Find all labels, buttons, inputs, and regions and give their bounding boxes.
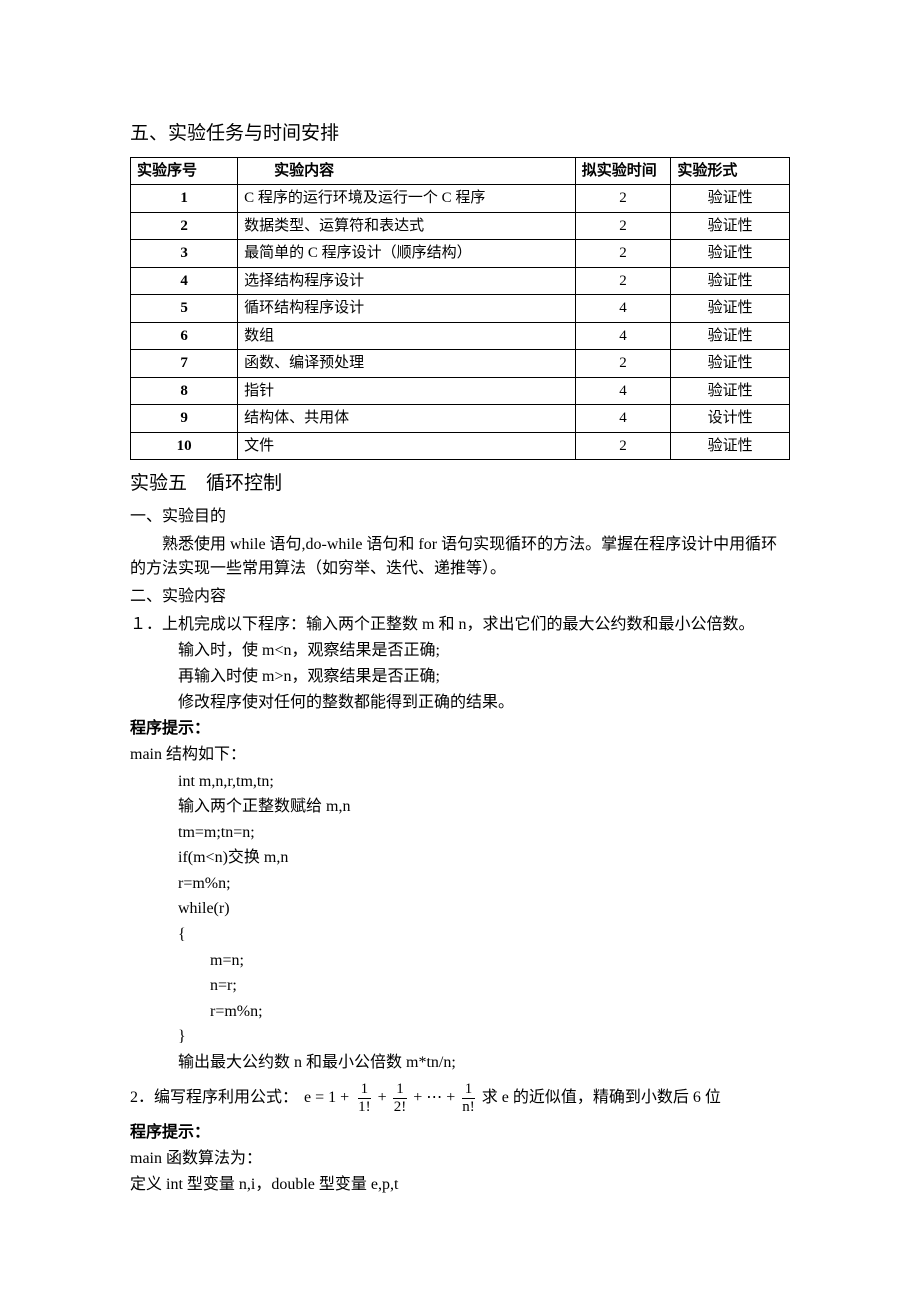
cell-form: 验证性 [671, 377, 790, 405]
cell-seq: 3 [131, 240, 238, 268]
cell-content: 指针 [238, 377, 576, 405]
main-algorithm-label: main 函数算法为： [130, 1147, 790, 1171]
program-hint-label-2: 程序提示： [130, 1121, 790, 1145]
cell-content: 选择结构程序设计 [238, 267, 576, 295]
cell-time: 2 [575, 350, 671, 378]
table-row: 10文件2验证性 [131, 432, 790, 460]
question-1-line-1: １．上机完成以下程序：输入两个正整数 m 和 n，求出它们的最大公约数和最小公倍… [130, 613, 790, 637]
question-2: 2．编写程序利用公式： e = 1 + 11! + 12! + ⋯ + 1n! … [130, 1082, 790, 1115]
cell-time: 4 [575, 295, 671, 323]
code-line: while(r) [178, 896, 790, 922]
code-line: { [178, 922, 790, 948]
code-line: r=m%n; [178, 871, 790, 897]
cell-form: 验证性 [671, 350, 790, 378]
question-2-prefix: 2．编写程序利用公式： [130, 1086, 298, 1110]
cell-content: 循环结构程序设计 [238, 295, 576, 323]
code-line: tm=m;tn=n; [178, 820, 790, 846]
code-block: int m,n,r,tm,tn; 输入两个正整数赋给 m,n tm=m;tn=n… [178, 769, 790, 1076]
cell-seq: 1 [131, 185, 238, 213]
col-header-time: 拟实验时间 [575, 157, 671, 185]
cell-content: 数组 [238, 322, 576, 350]
cell-seq: 8 [131, 377, 238, 405]
cell-form: 验证性 [671, 212, 790, 240]
code-line: int m,n,r,tm,tn; [178, 769, 790, 795]
cell-content: 最简单的 C 程序设计（顺序结构） [238, 240, 576, 268]
cell-form: 验证性 [671, 295, 790, 323]
table-row: 9结构体、共用体4设计性 [131, 405, 790, 433]
question-1-line-3: 再输入时使 m>n，观察结果是否正确; [178, 665, 790, 689]
cell-form: 验证性 [671, 267, 790, 295]
cell-content: 结构体、共用体 [238, 405, 576, 433]
col-header-content: 实验内容 [238, 157, 576, 185]
experiment-table: 实验序号 实验内容 拟实验时间 实验形式 1C 程序的运行环境及运行一个 C 程… [130, 157, 790, 461]
table-row: 4选择结构程序设计2验证性 [131, 267, 790, 295]
cell-time: 4 [575, 377, 671, 405]
question-2-suffix: 求 e 的近似值，精确到小数后 6 位 [482, 1086, 721, 1110]
table-row: 8指针4验证性 [131, 377, 790, 405]
purpose-heading: 一、实验目的 [130, 505, 790, 529]
cell-form: 验证性 [671, 432, 790, 460]
cell-time: 2 [575, 212, 671, 240]
cell-time: 4 [575, 322, 671, 350]
table-header-row: 实验序号 实验内容 拟实验时间 实验形式 [131, 157, 790, 185]
cell-content: 函数、编译预处理 [238, 350, 576, 378]
cell-seq: 5 [131, 295, 238, 323]
cell-seq: 2 [131, 212, 238, 240]
fraction: 11! [355, 1082, 374, 1115]
program-hint-label: 程序提示： [130, 717, 790, 741]
code-line: n=r; [210, 973, 790, 999]
code-line: m=n; [210, 948, 790, 974]
cell-seq: 7 [131, 350, 238, 378]
table-row: 1C 程序的运行环境及运行一个 C 程序2验证性 [131, 185, 790, 213]
cell-form: 验证性 [671, 185, 790, 213]
definition-line: 定义 int 型变量 n,i，double 型变量 e,p,t [130, 1173, 790, 1197]
col-header-form: 实验形式 [671, 157, 790, 185]
fraction: 12! [391, 1082, 410, 1115]
section-heading: 五、实验任务与时间安排 [130, 120, 790, 149]
cell-seq: 4 [131, 267, 238, 295]
cell-seq: 6 [131, 322, 238, 350]
cell-content: C 程序的运行环境及运行一个 C 程序 [238, 185, 576, 213]
cell-content: 数据类型、运算符和表达式 [238, 212, 576, 240]
table-row: 5循环结构程序设计4验证性 [131, 295, 790, 323]
code-line: if(m<n)交换 m,n [178, 845, 790, 871]
cell-content: 文件 [238, 432, 576, 460]
table-row: 2数据类型、运算符和表达式2验证性 [131, 212, 790, 240]
main-structure-label: main main 结构如下：结构如下： [130, 743, 790, 767]
question-1-line-4: 修改程序使对任何的整数都能得到正确的结果。 [178, 691, 790, 715]
cell-seq: 9 [131, 405, 238, 433]
table-row: 7函数、编译预处理2验证性 [131, 350, 790, 378]
content-heading: 二、实验内容 [130, 585, 790, 609]
cell-time: 2 [575, 432, 671, 460]
code-line: } [178, 1024, 790, 1050]
code-line: r=m%n; [210, 999, 790, 1025]
cell-form: 验证性 [671, 240, 790, 268]
cell-time: 2 [575, 185, 671, 213]
table-row: 6数组4验证性 [131, 322, 790, 350]
code-line: 输入两个正整数赋给 m,n [178, 794, 790, 820]
cell-form: 验证性 [671, 322, 790, 350]
formula: e = 1 + 11! + 12! + ⋯ + 1n! [300, 1082, 480, 1115]
cell-form: 设计性 [671, 405, 790, 433]
fraction: 1n! [459, 1082, 478, 1115]
cell-time: 4 [575, 405, 671, 433]
experiment-title: 实验五 循环控制 [130, 470, 790, 499]
purpose-body: 熟悉使用 while 语句,do-while 语句和 for 语句实现循环的方法… [130, 533, 790, 581]
col-header-seq: 实验序号 [131, 157, 238, 185]
cell-seq: 10 [131, 432, 238, 460]
table-row: 3最简单的 C 程序设计（顺序结构）2验证性 [131, 240, 790, 268]
code-line: 输出最大公约数 n 和最小公倍数 m*tn/n; [178, 1050, 790, 1076]
question-1-line-2: 输入时，使 m<n，观察结果是否正确; [178, 639, 790, 663]
cell-time: 2 [575, 267, 671, 295]
cell-time: 2 [575, 240, 671, 268]
